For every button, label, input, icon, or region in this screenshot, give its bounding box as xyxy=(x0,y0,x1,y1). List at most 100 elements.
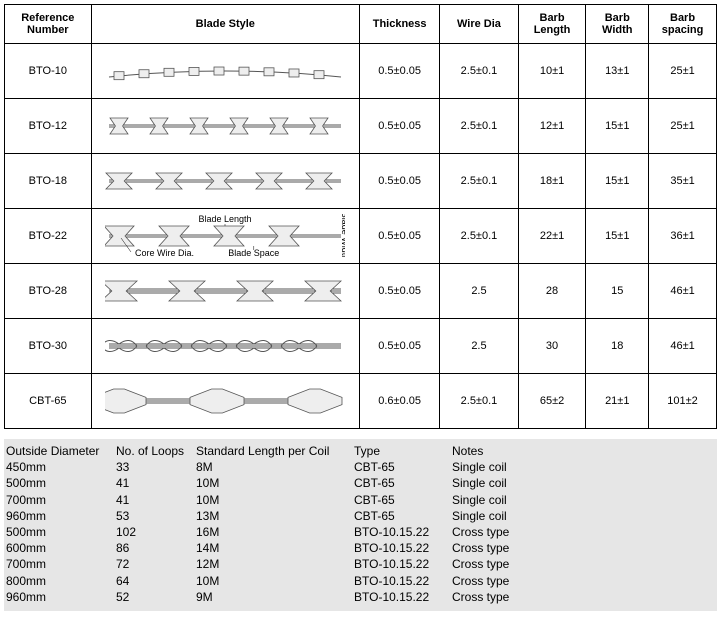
cell-note: Single coil xyxy=(452,508,572,524)
svg-text:Core Wire Dia.: Core Wire Dia. xyxy=(135,248,194,258)
cell-blade-style xyxy=(91,319,359,374)
cell-barb-w: 15±1 xyxy=(586,154,649,209)
cell-nl: 86 xyxy=(116,540,196,556)
cell-len: 13M xyxy=(196,508,354,524)
cell-type: BTO-10.15.22 xyxy=(354,556,452,572)
cell-blade-style xyxy=(91,44,359,99)
th-barb-s: Barbspacing xyxy=(649,5,717,44)
coil-info-table: Outside Diameter No. of Loops Standard L… xyxy=(4,439,717,611)
cell-thk: 0.5±0.05 xyxy=(359,264,439,319)
cell-ref: BTO-18 xyxy=(5,154,92,209)
cell-len: 9M xyxy=(196,589,354,605)
cell-wire: 2.5±0.1 xyxy=(440,374,518,429)
cell-note: Single coil xyxy=(452,475,572,491)
cell-barb-w: 21±1 xyxy=(586,374,649,429)
table-row: BTO-180.5±0.052.5±0.118±115±135±1 xyxy=(5,154,717,209)
cell-od: 500mm xyxy=(6,475,116,491)
cell-barb-w: 15±1 xyxy=(586,209,649,264)
info-header-row: Outside Diameter No. of Loops Standard L… xyxy=(6,443,715,459)
cell-note: Cross type xyxy=(452,556,572,572)
cell-nl: 72 xyxy=(116,556,196,572)
cell-barb-s: 46±1 xyxy=(649,319,717,374)
cell-barb-l: 28 xyxy=(518,264,586,319)
blade-spec-table: ReferenceNumber Blade Style Thickness Wi… xyxy=(4,4,717,429)
cell-blade-style xyxy=(91,264,359,319)
cell-len: 8M xyxy=(196,459,354,475)
cell-wire: 2.5±0.1 xyxy=(440,99,518,154)
cell-ref: BTO-12 xyxy=(5,99,92,154)
table-row: BTO-100.5±0.052.5±0.110±113±125±1 xyxy=(5,44,717,99)
cell-barb-s: 25±1 xyxy=(649,44,717,99)
info-row: 960mm529MBTO-10.15.22Cross type xyxy=(6,589,715,605)
th-barb-l: BarbLength xyxy=(518,5,586,44)
th-ref: ReferenceNumber xyxy=(5,5,92,44)
cell-blade-style xyxy=(91,99,359,154)
cell-thk: 0.5±0.05 xyxy=(359,154,439,209)
th-barb-w: BarbWidth xyxy=(586,5,649,44)
cell-barb-s: 101±2 xyxy=(649,374,717,429)
cell-type: CBT-65 xyxy=(354,459,452,475)
cell-barb-s: 36±1 xyxy=(649,209,717,264)
ih-len: Standard Length per Coil xyxy=(196,443,354,459)
cell-barb-s: 46±1 xyxy=(649,264,717,319)
cell-barb-l: 65±2 xyxy=(518,374,586,429)
cell-blade-style xyxy=(91,374,359,429)
table-row: CBT-650.6±0.052.5±0.165±221±1101±2 xyxy=(5,374,717,429)
cell-len: 10M xyxy=(196,573,354,589)
cell-note: Cross type xyxy=(452,589,572,605)
cell-thk: 0.5±0.05 xyxy=(359,99,439,154)
cell-type: BTO-10.15.22 xyxy=(354,589,452,605)
cell-blade-style xyxy=(91,154,359,209)
cell-len: 16M xyxy=(196,524,354,540)
cell-thk: 0.5±0.05 xyxy=(359,319,439,374)
cell-note: Single coil xyxy=(452,459,572,475)
cell-barb-w: 13±1 xyxy=(586,44,649,99)
ih-od: Outside Diameter xyxy=(6,443,116,459)
cell-note: Cross type xyxy=(452,573,572,589)
cell-nl: 41 xyxy=(116,492,196,508)
cell-wire: 2.5 xyxy=(440,319,518,374)
ih-note: Notes xyxy=(452,443,572,459)
cell-barb-s: 25±1 xyxy=(649,99,717,154)
ih-type: Type xyxy=(354,443,452,459)
cell-od: 500mm xyxy=(6,524,116,540)
info-row: 700mm7212MBTO-10.15.22Cross type xyxy=(6,556,715,572)
cell-barb-s: 35±1 xyxy=(649,154,717,209)
cell-wire: 2.5 xyxy=(440,264,518,319)
cell-ref: BTO-28 xyxy=(5,264,92,319)
cell-barb-l: 22±1 xyxy=(518,209,586,264)
cell-type: BTO-10.15.22 xyxy=(354,540,452,556)
cell-wire: 2.5±0.1 xyxy=(440,209,518,264)
cell-nl: 64 xyxy=(116,573,196,589)
th-wire: Wire Dia xyxy=(440,5,518,44)
cell-thk: 0.5±0.05 xyxy=(359,209,439,264)
cell-len: 12M xyxy=(196,556,354,572)
svg-text:Blade Width: Blade Width xyxy=(340,214,345,258)
info-row: 960mm5313MCBT-65Single coil xyxy=(6,508,715,524)
cell-len: 10M xyxy=(196,475,354,491)
cell-barb-l: 12±1 xyxy=(518,99,586,154)
th-blade: Blade Style xyxy=(91,5,359,44)
ih-nl: No. of Loops xyxy=(116,443,196,459)
cell-barb-w: 15±1 xyxy=(586,99,649,154)
cell-barb-l: 10±1 xyxy=(518,44,586,99)
cell-nl: 52 xyxy=(116,589,196,605)
cell-type: BTO-10.15.22 xyxy=(354,573,452,589)
cell-barb-w: 18 xyxy=(586,319,649,374)
cell-wire: 2.5±0.1 xyxy=(440,44,518,99)
cell-type: CBT-65 xyxy=(354,475,452,491)
cell-len: 10M xyxy=(196,492,354,508)
cell-ref: BTO-22 xyxy=(5,209,92,264)
table-row: BTO-12 0.5±0.052.5±0.112±115±125±1 xyxy=(5,99,717,154)
cell-od: 960mm xyxy=(6,589,116,605)
cell-barb-l: 30 xyxy=(518,319,586,374)
cell-ref: BTO-30 xyxy=(5,319,92,374)
cell-wire: 2.5±0.1 xyxy=(440,154,518,209)
cell-od: 600mm xyxy=(6,540,116,556)
th-thk: Thickness xyxy=(359,5,439,44)
cell-note: Cross type xyxy=(452,540,572,556)
table-row: BTO-22Blade LengthCore Wire Dia.Blade Sp… xyxy=(5,209,717,264)
cell-od: 450mm xyxy=(6,459,116,475)
cell-thk: 0.5±0.05 xyxy=(359,44,439,99)
cell-type: CBT-65 xyxy=(354,492,452,508)
